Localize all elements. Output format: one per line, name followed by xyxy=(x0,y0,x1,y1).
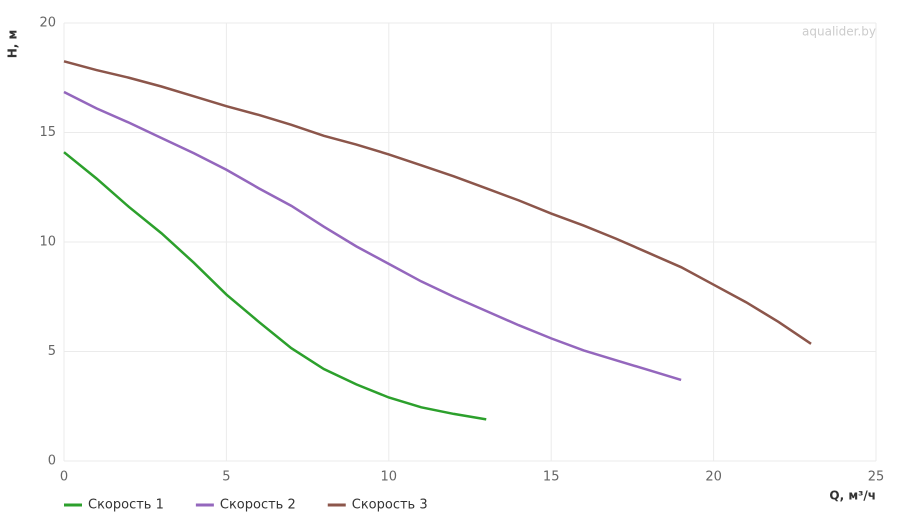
x-tick-label: 20 xyxy=(705,470,722,485)
x-tick-label: 25 xyxy=(868,470,885,485)
x-axis-label: Q, м³/ч xyxy=(829,489,876,503)
legend-label: Скорость 3 xyxy=(352,498,428,513)
line xyxy=(63,151,487,421)
y-tick-label: 5 xyxy=(48,344,56,359)
y-tick-label: 20 xyxy=(39,16,56,31)
x-tick-label: 5 xyxy=(222,470,230,485)
legend-label: Скорость 2 xyxy=(220,498,296,513)
line xyxy=(63,60,812,345)
line xyxy=(63,90,682,382)
y-tick-label: 0 xyxy=(48,454,56,469)
legend-label: Скорость 1 xyxy=(88,498,164,513)
x-tick-label: 10 xyxy=(381,470,398,485)
y-axis-label: H, м xyxy=(6,30,20,59)
watermark: aqualider.by xyxy=(802,25,876,39)
x-tick-label: 15 xyxy=(543,470,560,485)
x-tick-label: 0 xyxy=(60,470,68,485)
y-tick-label: 15 xyxy=(39,125,56,140)
y-tick-label: 10 xyxy=(39,235,56,250)
